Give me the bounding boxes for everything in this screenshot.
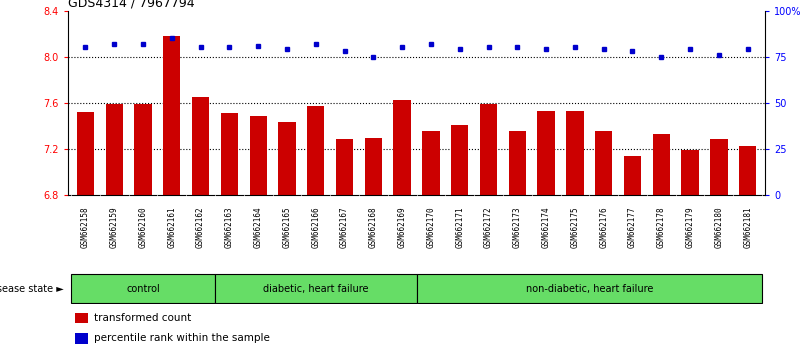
Bar	[75, 333, 87, 343]
Text: GSM662178: GSM662178	[657, 206, 666, 248]
Text: GSM662169: GSM662169	[397, 206, 407, 248]
Text: GSM662165: GSM662165	[283, 206, 292, 248]
Bar	[595, 131, 612, 195]
Text: GDS4314 / 7967794: GDS4314 / 7967794	[68, 0, 195, 10]
Text: GSM662171: GSM662171	[455, 206, 465, 248]
Bar	[278, 122, 296, 195]
Text: GSM662167: GSM662167	[340, 206, 349, 248]
Bar	[653, 134, 670, 195]
Bar	[71, 274, 215, 303]
Text: non-diabetic, heart failure: non-diabetic, heart failure	[525, 284, 653, 293]
Bar	[393, 100, 411, 195]
Text: GSM662180: GSM662180	[714, 206, 723, 248]
Text: GSM662175: GSM662175	[570, 206, 579, 248]
Bar	[192, 97, 209, 195]
Text: GSM662159: GSM662159	[110, 206, 119, 248]
Text: GSM662173: GSM662173	[513, 206, 521, 248]
Text: GSM662170: GSM662170	[426, 206, 436, 248]
Text: GSM662181: GSM662181	[743, 206, 752, 248]
Bar	[422, 131, 440, 195]
Bar	[135, 104, 151, 195]
Bar	[215, 274, 417, 303]
Bar	[537, 111, 555, 195]
Bar	[624, 155, 641, 195]
Text: disease state ►: disease state ►	[0, 284, 64, 293]
Bar	[710, 139, 727, 195]
Text: GSM662176: GSM662176	[599, 206, 608, 248]
Bar	[77, 112, 94, 195]
Text: GSM662164: GSM662164	[254, 206, 263, 248]
Bar	[307, 106, 324, 195]
Bar	[566, 111, 584, 195]
Text: GSM662168: GSM662168	[368, 206, 378, 248]
Text: GSM662162: GSM662162	[196, 206, 205, 248]
Text: GSM662161: GSM662161	[167, 206, 176, 248]
Bar	[364, 138, 382, 195]
Bar	[249, 116, 267, 195]
Bar	[163, 36, 180, 195]
Text: GSM662160: GSM662160	[139, 206, 147, 248]
Bar	[682, 150, 698, 195]
Bar	[739, 146, 756, 195]
Bar	[417, 274, 762, 303]
Bar	[75, 313, 87, 323]
Text: GSM662179: GSM662179	[686, 206, 694, 248]
Bar	[336, 139, 353, 195]
Bar	[221, 113, 238, 195]
Text: control: control	[126, 284, 160, 293]
Bar	[480, 104, 497, 195]
Text: GSM662177: GSM662177	[628, 206, 637, 248]
Bar	[451, 125, 469, 195]
Text: percentile rank within the sample: percentile rank within the sample	[94, 333, 270, 343]
Bar	[106, 104, 123, 195]
Text: GSM662172: GSM662172	[484, 206, 493, 248]
Text: diabetic, heart failure: diabetic, heart failure	[263, 284, 368, 293]
Text: GSM662166: GSM662166	[312, 206, 320, 248]
Text: transformed count: transformed count	[94, 313, 191, 323]
Text: GSM662174: GSM662174	[541, 206, 550, 248]
Bar	[509, 131, 526, 195]
Text: GSM662163: GSM662163	[225, 206, 234, 248]
Text: GSM662158: GSM662158	[81, 206, 90, 248]
